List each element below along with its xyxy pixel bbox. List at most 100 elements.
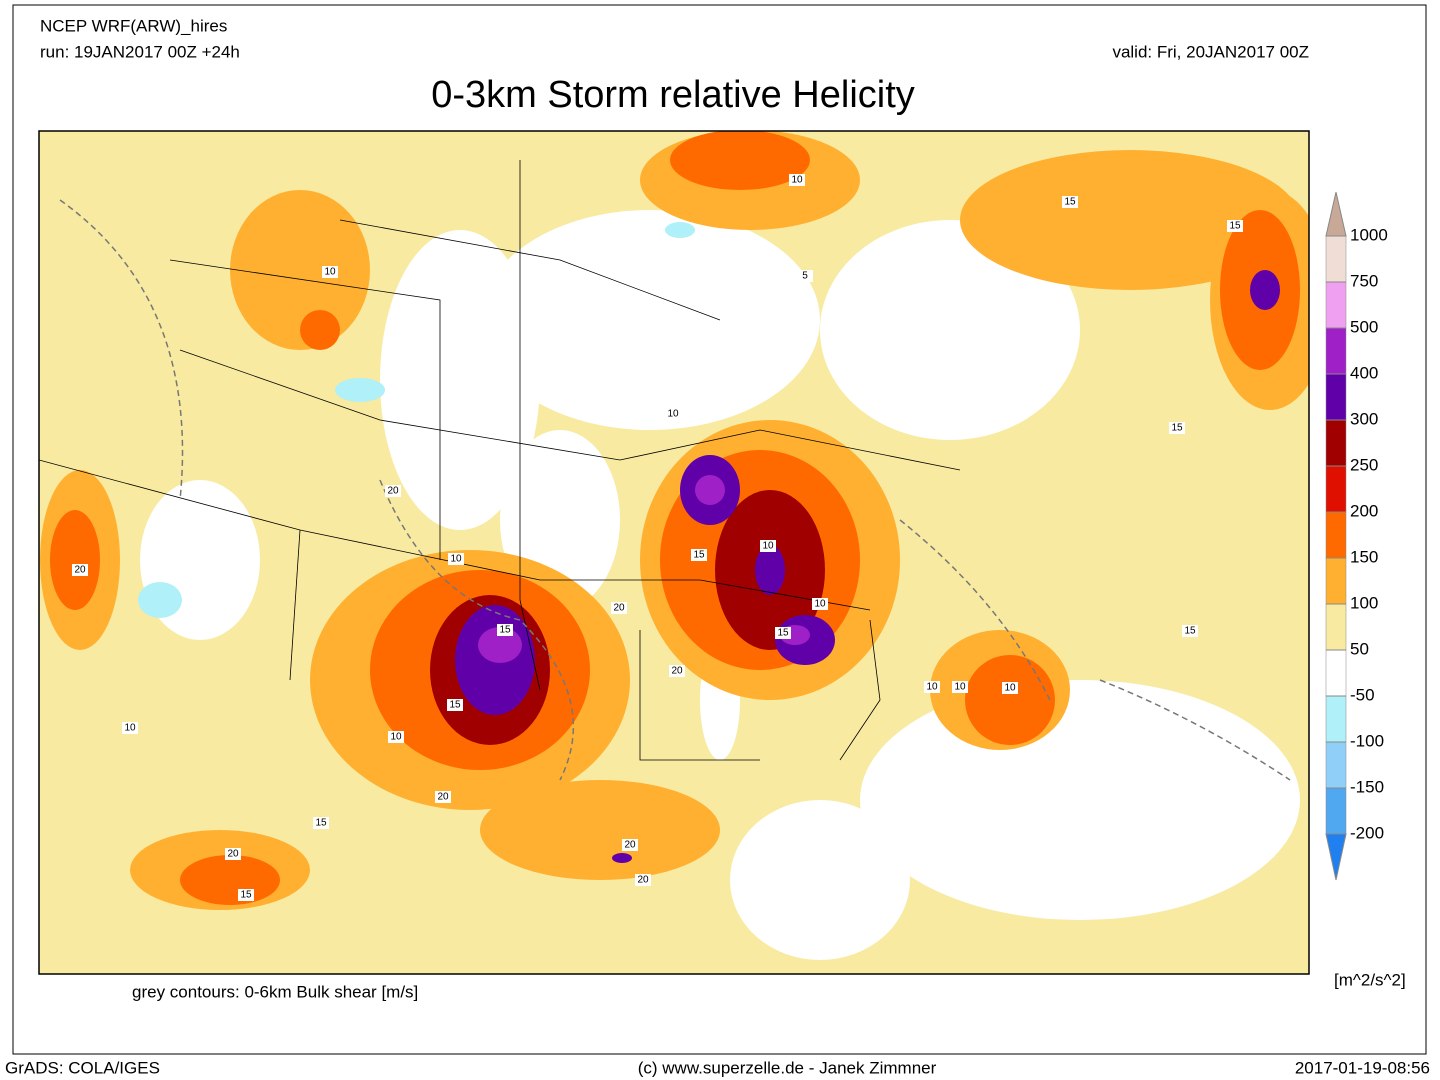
contour-label-box [72, 564, 88, 576]
colorbar-label: 150 [1350, 547, 1378, 566]
colorbar-segment [1325, 465, 1347, 513]
contour-label: 10 [324, 267, 336, 278]
contour-label: 20 [227, 849, 239, 860]
colorbar-segment [1325, 327, 1347, 375]
colorbar-segment [1325, 787, 1347, 835]
contour-label-box [313, 817, 329, 829]
colorbar-unit: [m^2/s^2] [1334, 970, 1406, 989]
contour-label: 15 [240, 890, 252, 901]
contour-label: 10 [667, 409, 679, 420]
contour-label-box [447, 699, 463, 711]
map-frame [38, 130, 1310, 975]
contour-label: 15 [693, 550, 705, 561]
contour-label: 10 [926, 682, 938, 693]
footer-left: GrADS: COLA/IGES [5, 1058, 160, 1077]
outer-frame [12, 4, 1427, 1055]
valid-label: valid: Fri, 20JAN2017 00Z [1112, 42, 1309, 61]
contour-label-box [622, 839, 638, 851]
colorbar-segment [1325, 603, 1347, 651]
contour-label: 15 [1171, 423, 1183, 434]
contour-label: 15 [1184, 626, 1196, 637]
contour-label: 5 [802, 271, 808, 282]
contour-label-box [1227, 220, 1243, 232]
colorbar-segment [1325, 557, 1347, 605]
contour-label: 20 [613, 603, 625, 614]
colorbar-segment [1325, 281, 1347, 329]
contour-label-box [1062, 196, 1078, 208]
title: 0-3km Storm relative Helicity [431, 74, 915, 116]
contour-label-box [385, 485, 401, 497]
contour-label-box [789, 174, 805, 186]
contour-note: grey contours: 0-6km Bulk shear [m/s] [132, 982, 418, 1001]
contour-label-box [812, 598, 828, 610]
contour-label: 10 [791, 175, 803, 186]
colorbar-segment [1325, 373, 1347, 421]
contour-label-box [665, 408, 681, 420]
colorbar-label: 400 [1350, 363, 1378, 382]
contour-label: 20 [74, 565, 86, 576]
contour-label: 20 [387, 486, 399, 497]
contour-label: 20 [624, 840, 636, 851]
colorbar-segment [1325, 419, 1347, 467]
colorbar-label: -150 [1350, 777, 1384, 796]
colorbar-label: 250 [1350, 455, 1378, 474]
contour-label: 10 [390, 732, 402, 743]
contour-label: 20 [671, 666, 683, 677]
contour-label-box [448, 553, 464, 565]
colorbar-label: -50 [1350, 685, 1375, 704]
contour-label-box [497, 624, 513, 636]
contour-label: 20 [437, 792, 449, 803]
footer-center: (c) www.superzelle.de - Janek Zimmner [638, 1058, 937, 1077]
contour-label-box [388, 731, 404, 743]
colorbar-cap [1325, 191, 1347, 237]
contour-label: 15 [499, 625, 511, 636]
colorbar-segment [1325, 695, 1347, 743]
colorbar-label: 300 [1350, 409, 1378, 428]
colorbar-label: 200 [1350, 501, 1378, 520]
colorbar-label: -200 [1350, 823, 1384, 842]
contour-label-box [691, 549, 707, 561]
contour-label-box [1169, 422, 1185, 434]
colorbar-cap [1325, 833, 1347, 881]
contour-label-box [952, 681, 968, 693]
colorbar-segment [1325, 649, 1347, 697]
map-area: 20 15 15 10 10 15 10 10 15 15 10 20 15 10 10 20 20 20 15 20… [39, 131, 1309, 974]
colorbar-label: 500 [1350, 317, 1378, 336]
contour-label-box [122, 722, 138, 734]
colorbar-label: 1000 [1350, 225, 1388, 244]
colorbar-label: 50 [1350, 639, 1369, 658]
run-label: run: 19JAN2017 00Z +24h [40, 42, 240, 61]
contour-label-box [435, 791, 451, 803]
colorbar-segment [1325, 741, 1347, 789]
colorbar: 1000 750 500 400 300 250 200 150 100 50 -50 -100 -15… [1325, 191, 1388, 881]
contour-label: 10 [450, 554, 462, 565]
contour-label: 15 [1229, 221, 1241, 232]
colorbar-segment [1325, 511, 1347, 559]
contour-label-box [669, 665, 685, 677]
model-label: NCEP WRF(ARW)_hires [40, 16, 227, 35]
footer-right: 2017-01-19-08:56 [1295, 1058, 1430, 1077]
contour-label: 20 [637, 875, 649, 886]
contour-label: 15 [315, 818, 327, 829]
contour-label-box [635, 874, 651, 886]
contour-label: 10 [124, 723, 136, 734]
contour-label-box [775, 627, 791, 639]
contour-label-box [924, 681, 940, 693]
contour-label: 10 [814, 599, 826, 610]
colorbar-segment [1325, 235, 1347, 283]
contour-label-box [611, 602, 627, 614]
contour-label-box [238, 889, 254, 901]
contour-label: 15 [777, 628, 789, 639]
contour-label: 10 [954, 682, 966, 693]
contour-label: 10 [1004, 683, 1016, 694]
contour-label-box [1182, 625, 1198, 637]
contour-label-box [225, 848, 241, 860]
colorbar-label: 750 [1350, 271, 1378, 290]
contour-label-box [760, 540, 776, 552]
contour-label-box [1002, 682, 1018, 694]
contour-label: 15 [1064, 197, 1076, 208]
contour-label: 10 [762, 541, 774, 552]
colorbar-label: 100 [1350, 593, 1378, 612]
colorbar-label: -100 [1350, 731, 1384, 750]
